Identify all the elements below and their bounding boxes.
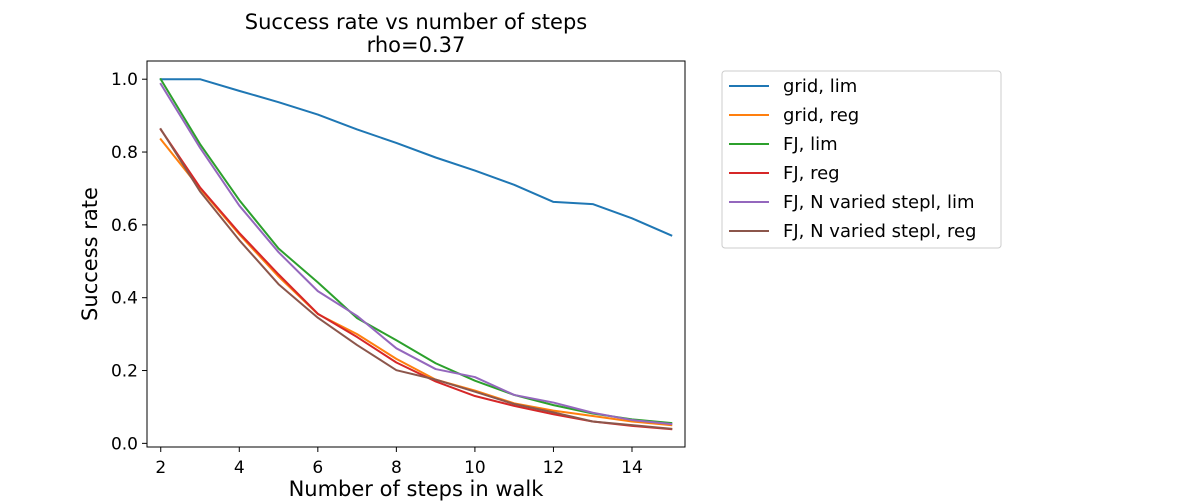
x-tick-label: 14	[621, 458, 643, 478]
x-tick-label: 12	[543, 458, 565, 478]
legend-frame	[721, 70, 1002, 249]
y-tick-label: 0.0	[111, 434, 138, 454]
x-tick-label: 2	[155, 458, 166, 478]
y-tick-label: 0.6	[111, 216, 138, 236]
y-tick-label: 1.0	[111, 70, 138, 90]
series-line-5	[159, 127, 673, 430]
series-line-1	[159, 137, 673, 427]
legend-label-5: FJ, N varied stepl, reg	[783, 221, 976, 242]
legend-label-1: grid, reg	[783, 105, 859, 126]
series-layer	[159, 77, 673, 431]
x-tick-label: 4	[234, 458, 245, 478]
x-tick-label: 10	[464, 458, 486, 478]
series-line-0	[159, 78, 673, 237]
x-tick-label: 6	[312, 458, 323, 478]
chart-subtitle: rho=0.37	[367, 33, 466, 57]
legend-label-3: FJ, reg	[783, 163, 840, 184]
ticks-layer: 2 4 6 8 10 12 14 0.0 0.2 0.4 0.6 0.8 1.0	[111, 70, 643, 478]
plot-frame	[146, 60, 686, 448]
legend-label-0: grid, lim	[783, 76, 857, 97]
chart-title: Success rate vs number of steps	[245, 10, 588, 34]
y-axis-label: Success rate	[78, 187, 102, 321]
legend-label-4: FJ, N varied stepl, lim	[783, 192, 975, 213]
y-tick-label: 0.2	[111, 362, 138, 382]
y-tick-label: 0.4	[111, 289, 138, 309]
x-tick-label: 8	[391, 458, 402, 478]
series-line-3	[159, 128, 673, 431]
legend: grid, lim grid, reg FJ, lim FJ, reg FJ, N va…	[721, 70, 1002, 249]
legend-label-2: FJ, lim	[783, 134, 838, 155]
series-line-4	[159, 82, 673, 426]
series-line-2	[159, 77, 673, 425]
x-axis-label: Number of steps in walk	[289, 477, 545, 501]
y-tick-label: 0.8	[111, 143, 138, 163]
